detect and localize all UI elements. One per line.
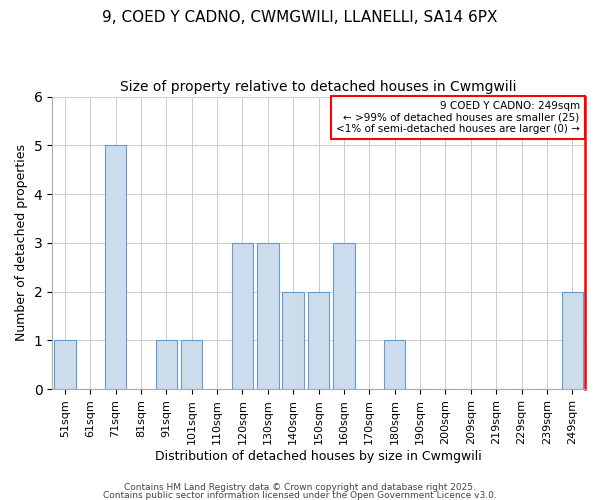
Bar <box>283 292 304 389</box>
Bar <box>181 340 202 389</box>
Text: Contains HM Land Registry data © Crown copyright and database right 2025.: Contains HM Land Registry data © Crown c… <box>124 484 476 492</box>
Text: Contains public sector information licensed under the Open Government Licence v3: Contains public sector information licen… <box>103 490 497 500</box>
Bar <box>232 243 253 389</box>
Bar <box>562 292 583 389</box>
Bar <box>257 243 278 389</box>
X-axis label: Distribution of detached houses by size in Cwmgwili: Distribution of detached houses by size … <box>155 450 482 462</box>
Bar <box>105 146 127 389</box>
Text: 9, COED Y CADNO, CWMGWILI, LLANELLI, SA14 6PX: 9, COED Y CADNO, CWMGWILI, LLANELLI, SA1… <box>102 10 498 25</box>
Title: Size of property relative to detached houses in Cwmgwili: Size of property relative to detached ho… <box>121 80 517 94</box>
Bar <box>54 340 76 389</box>
Bar <box>384 340 406 389</box>
Text: 9 COED Y CADNO: 249sqm
← >99% of detached houses are smaller (25)
<1% of semi-de: 9 COED Y CADNO: 249sqm ← >99% of detache… <box>336 101 580 134</box>
Y-axis label: Number of detached properties: Number of detached properties <box>15 144 28 342</box>
Bar <box>155 340 177 389</box>
Bar <box>333 243 355 389</box>
Bar <box>308 292 329 389</box>
